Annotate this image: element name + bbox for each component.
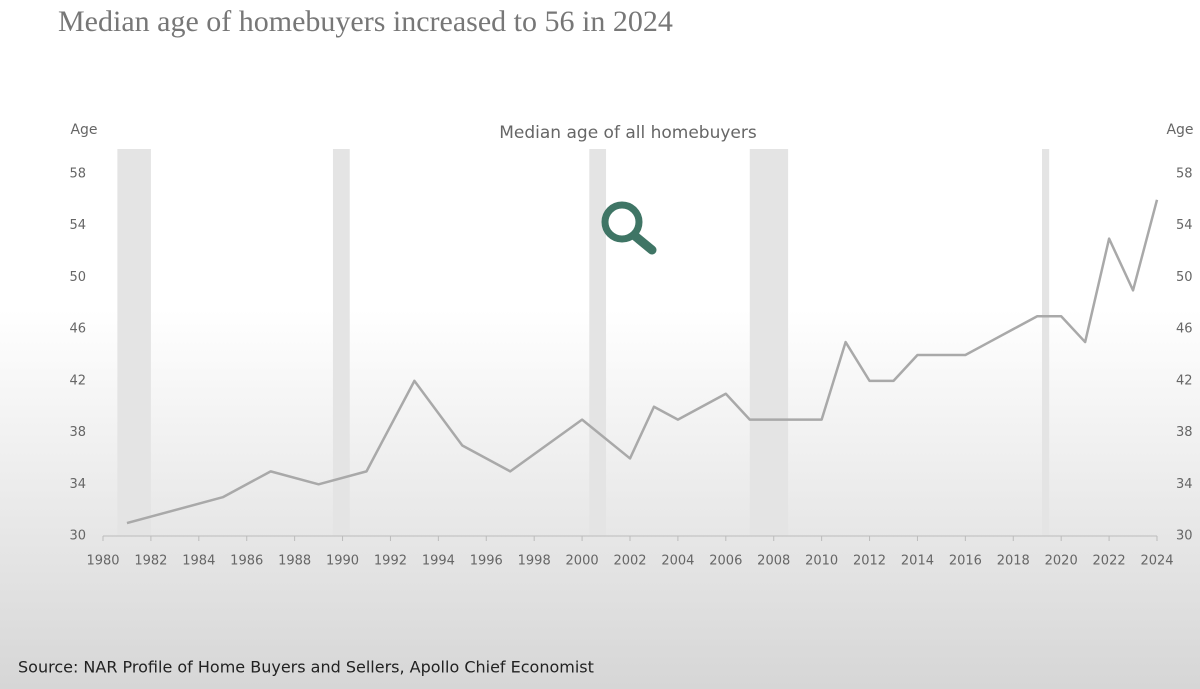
y2-tick-label: 42	[1176, 373, 1193, 388]
x-tick-label: 2012	[853, 554, 886, 569]
x-tick-label: 2008	[757, 554, 790, 569]
y2-tick-label: 34	[1176, 477, 1193, 492]
x-tick-label: 2016	[949, 554, 982, 569]
y2-tick-label: 46	[1176, 322, 1193, 337]
shaded-period	[332, 149, 350, 536]
shaded-period	[749, 149, 789, 536]
y-tick-label: 54	[69, 218, 86, 233]
y-tick-label: 38	[69, 425, 86, 440]
x-tick-label: 1992	[374, 554, 407, 569]
x-tick-label: 1986	[230, 554, 263, 569]
x-tick-label: 1982	[134, 554, 167, 569]
x-tick-label: 2022	[1093, 554, 1126, 569]
x-tick-label: 2004	[661, 554, 694, 569]
plot: 30 34 38 42 46 50 54 58 30 34 38 42 46 50 54 58 1980 1982…	[69, 149, 1193, 569]
x-tick-label: 2000	[566, 554, 599, 569]
x-tick-label: 2002	[613, 554, 646, 569]
chart-subtitle: Median age of all homebuyers	[499, 123, 757, 143]
y2-tick-label: 54	[1176, 218, 1193, 233]
x-tick-label: 2014	[901, 554, 934, 569]
x-tick-label: 1998	[518, 554, 551, 569]
x-tick-label: 2020	[1045, 554, 1078, 569]
y-tick-label: 34	[69, 477, 86, 492]
chart-title: Median age of homebuyers increased to 56…	[58, 5, 673, 38]
data-line	[126, 199, 1159, 525]
x-tick-label: 1984	[182, 554, 215, 569]
y-tick-label: 50	[69, 270, 86, 285]
y-tick-label: 58	[69, 167, 86, 182]
x-tick-label: 2018	[997, 554, 1030, 569]
shaded-period	[117, 149, 151, 536]
y2-tick-label: 30	[1176, 529, 1193, 544]
y-axis-label: Age	[70, 122, 97, 138]
x-tick-label: 2024	[1140, 554, 1173, 569]
x-tick-label: 1988	[278, 554, 311, 569]
y2-axis-label: Age	[1166, 122, 1193, 138]
magnifier-icon	[601, 201, 657, 255]
y2-tick-label: 58	[1176, 167, 1193, 182]
x-tick-label: 1990	[326, 554, 359, 569]
y-tick-label: 30	[69, 529, 86, 544]
x-tick-label: 2010	[805, 554, 838, 569]
x-tick-label: 1994	[422, 554, 455, 569]
y2-tick-label: 38	[1176, 425, 1193, 440]
x-tick-label: 1980	[86, 554, 119, 569]
shaded-period	[1042, 149, 1050, 536]
x-tick-label: 1996	[470, 554, 503, 569]
x-tick-label: 2006	[709, 554, 742, 569]
y-tick-label: 42	[69, 373, 86, 388]
source-note: Source: NAR Profile of Home Buyers and S…	[18, 658, 594, 677]
y2-tick-label: 50	[1176, 270, 1193, 285]
shaded-period	[589, 149, 607, 536]
y-tick-label: 46	[69, 322, 86, 337]
